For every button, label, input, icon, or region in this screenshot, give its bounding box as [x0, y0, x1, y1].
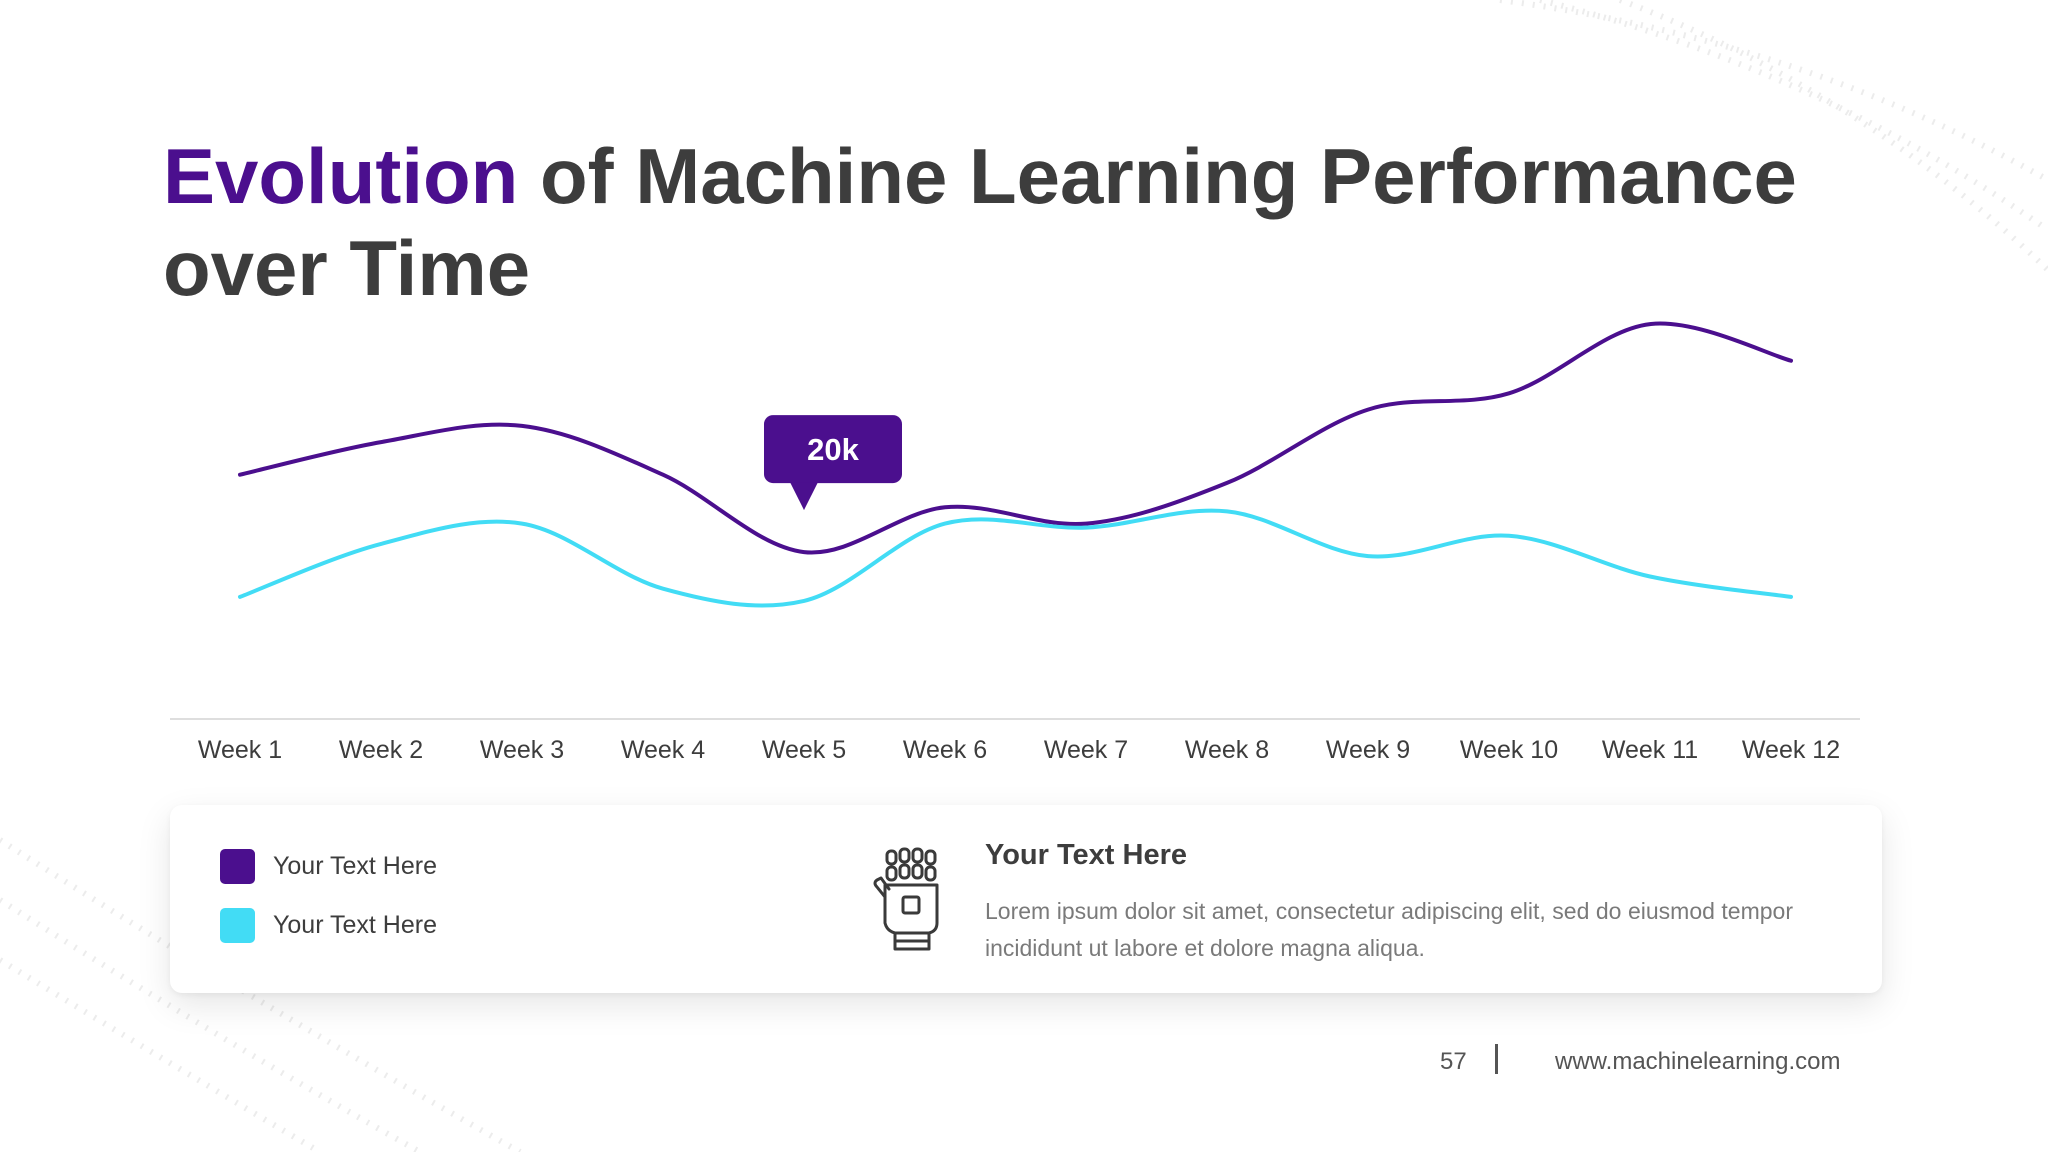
legend-item-series-2: Your Text Here	[220, 908, 437, 943]
legend-label-series-2: Your Text Here	[273, 911, 437, 939]
x-tick-label: Week 8	[1185, 736, 1269, 764]
legend-item-series-1: Your Text Here	[220, 849, 437, 884]
website-url: www.machinelearning.com	[1555, 1048, 1841, 1075]
series-line-1	[238, 321, 1793, 555]
legend-swatch-series-1	[220, 849, 255, 884]
robot-hand-icon	[873, 847, 939, 951]
x-tick-label: Week 7	[1044, 736, 1128, 764]
x-tick-label: Week 5	[762, 736, 846, 764]
page-number: 57	[1440, 1048, 1467, 1075]
footer-divider	[1495, 1044, 1498, 1074]
callout-label: 20k	[807, 432, 859, 467]
info-card: Your Text Here Your Text Here Your Text …	[170, 805, 1882, 993]
legend-swatch-series-2	[220, 908, 255, 943]
title-rest: of Machine Learning Performance over Tim…	[163, 132, 1797, 312]
slide-title: Evolution of Machine Learning Performanc…	[163, 130, 1863, 314]
x-tick-label: Week 9	[1326, 736, 1410, 764]
card-heading: Your Text Here	[985, 839, 1187, 871]
value-callout: 20k	[764, 415, 902, 511]
x-tick-label: Week 10	[1460, 736, 1558, 764]
x-tick-label: Week 3	[480, 736, 564, 764]
line-chart: 20k Week 1 Week 2 Week 3 Week 4 Week 5 Week 6…	[170, 321, 1860, 764]
x-tick-label: Week 11	[1602, 736, 1698, 764]
card-body-text: Lorem ipsum dolor sit amet, consectetur …	[985, 898, 1793, 961]
x-tick-label: Week 2	[339, 736, 423, 764]
x-tick-label: Week 1	[198, 736, 282, 764]
title-accent: Evolution	[163, 132, 519, 220]
x-tick-label: Week 6	[903, 736, 987, 764]
series-line-2	[238, 508, 1793, 608]
x-tick-label: Week 4	[621, 736, 705, 764]
legend-label-series-1: Your Text Here	[273, 852, 437, 880]
x-tick-label: Week 12	[1742, 736, 1840, 764]
